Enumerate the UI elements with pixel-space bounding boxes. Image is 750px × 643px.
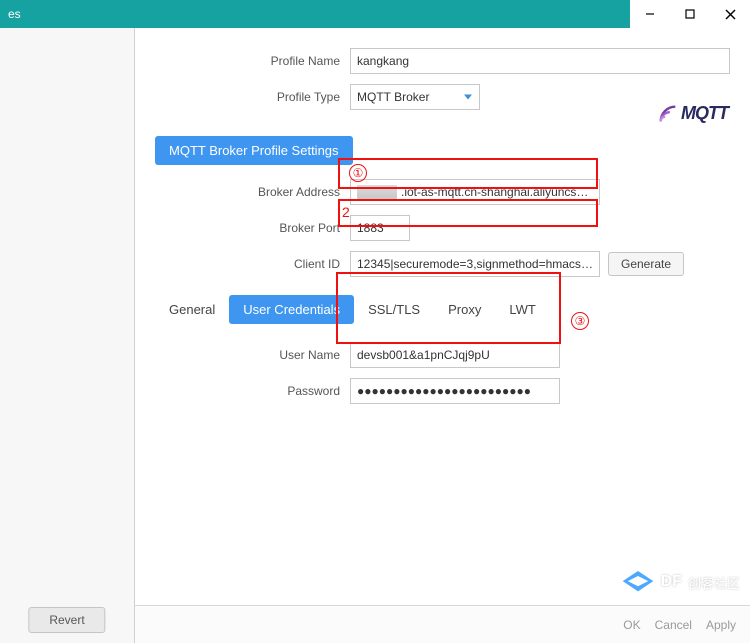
watermark-icon <box>621 569 655 595</box>
broker-address-suffix: .iot-as-mqtt.cn-shanghai.aliyuncs.com <box>401 185 591 199</box>
broker-address-input[interactable]: .iot-as-mqtt.cn-shanghai.aliyuncs.com <box>350 179 600 205</box>
tab-lwt[interactable]: LWT <box>495 295 549 324</box>
profile-name-input[interactable] <box>350 48 730 74</box>
title-fragment: es <box>8 7 21 21</box>
apply-button[interactable]: Apply <box>706 618 736 632</box>
profile-type-label: Profile Type <box>155 90 350 104</box>
title-bar: es <box>0 0 750 28</box>
password-label: Password <box>155 384 350 398</box>
broker-address-label: Broker Address <box>155 185 350 199</box>
left-pane: Revert <box>0 28 135 643</box>
client-id-label: Client ID <box>155 257 350 271</box>
minimize-button[interactable] <box>630 0 670 28</box>
password-input[interactable] <box>350 378 560 404</box>
generate-button[interactable]: Generate <box>608 252 684 276</box>
username-input[interactable] <box>350 342 560 368</box>
profile-type-select[interactable] <box>350 84 480 110</box>
cancel-button[interactable]: Cancel <box>655 618 692 632</box>
watermark-text: DF <box>661 573 682 591</box>
profile-name-label: Profile Name <box>155 54 350 68</box>
tab-ssl-tls[interactable]: SSL/TLS <box>354 295 434 324</box>
tabs: General User Credentials SSL/TLS Proxy L… <box>155 295 730 324</box>
ok-button[interactable]: OK <box>623 618 640 632</box>
username-label: User Name <box>155 348 350 362</box>
watermark-cn: 创客社区 <box>688 573 740 592</box>
watermark: DF 创客社区 <box>621 569 740 595</box>
tab-user-credentials[interactable]: User Credentials <box>229 295 354 324</box>
broker-port-label: Broker Port <box>155 221 350 235</box>
bottom-bar: OK Cancel Apply <box>135 605 750 643</box>
chevron-down-icon <box>464 95 472 100</box>
revert-button[interactable]: Revert <box>28 607 105 633</box>
client-id-input[interactable] <box>350 251 600 277</box>
mqtt-logo: MQTT <box>657 103 728 125</box>
mqtt-logo-text: MQTT <box>681 103 728 123</box>
section-header: MQTT Broker Profile Settings <box>155 136 353 165</box>
profile-type-value[interactable] <box>350 84 480 110</box>
maximize-button[interactable] <box>670 0 710 28</box>
masked-prefix <box>357 185 397 199</box>
tab-general[interactable]: General <box>155 295 229 324</box>
tab-proxy[interactable]: Proxy <box>434 295 495 324</box>
broker-port-input[interactable] <box>350 215 410 241</box>
content-pane: Profile Name Profile Type MQTT MQTT Brok… <box>135 28 750 643</box>
close-button[interactable] <box>710 0 750 28</box>
window-buttons <box>630 0 750 28</box>
